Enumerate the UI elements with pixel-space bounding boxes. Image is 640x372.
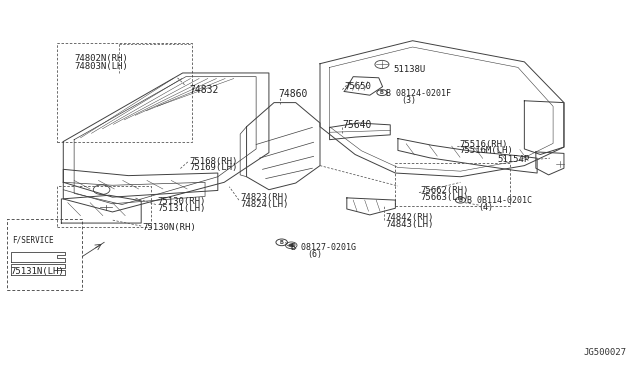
- Text: B: B: [459, 198, 462, 203]
- Text: 74803N(LH): 74803N(LH): [74, 62, 128, 71]
- Circle shape: [289, 244, 294, 247]
- Text: B 08124-0201F: B 08124-0201F: [386, 89, 451, 98]
- Text: 74860: 74860: [278, 89, 308, 99]
- Text: (4): (4): [478, 203, 493, 212]
- Text: 51138U: 51138U: [394, 65, 426, 74]
- Text: 75131(LH): 75131(LH): [157, 204, 205, 213]
- Text: 75516(RH): 75516(RH): [460, 140, 508, 149]
- Text: JG500027: JG500027: [584, 348, 627, 357]
- Text: F/SERVICE: F/SERVICE: [12, 235, 54, 244]
- Text: B 0B114-0201C: B 0B114-0201C: [467, 196, 532, 205]
- Text: 75130N(RH): 75130N(RH): [143, 223, 196, 232]
- Text: B 08127-0201G: B 08127-0201G: [291, 243, 356, 251]
- Text: 75168(RH): 75168(RH): [189, 157, 237, 166]
- Text: (6): (6): [307, 250, 322, 259]
- Text: 51154P: 51154P: [497, 155, 530, 164]
- Text: 75130(RH): 75130(RH): [157, 198, 205, 206]
- Text: 74823(RH): 74823(RH): [240, 193, 289, 202]
- Text: 74843(LH): 74843(LH): [386, 220, 434, 229]
- Text: 75131N(LH): 75131N(LH): [10, 267, 64, 276]
- Text: 75662(RH): 75662(RH): [420, 186, 468, 195]
- Text: 75516M(LH): 75516M(LH): [460, 146, 513, 155]
- Text: 75640: 75640: [342, 120, 372, 130]
- Text: B: B: [280, 240, 284, 245]
- Text: 75663(LH): 75663(LH): [420, 193, 468, 202]
- Text: (3): (3): [401, 96, 416, 105]
- Text: B: B: [380, 90, 384, 95]
- Text: 74832: 74832: [189, 86, 218, 95]
- Text: 74824(LH): 74824(LH): [240, 200, 289, 209]
- Text: 75650: 75650: [344, 82, 371, 91]
- Text: 74802N(RH): 74802N(RH): [74, 54, 128, 62]
- Text: 74842(RH): 74842(RH): [386, 213, 434, 222]
- Text: 75169(LH): 75169(LH): [189, 163, 237, 172]
